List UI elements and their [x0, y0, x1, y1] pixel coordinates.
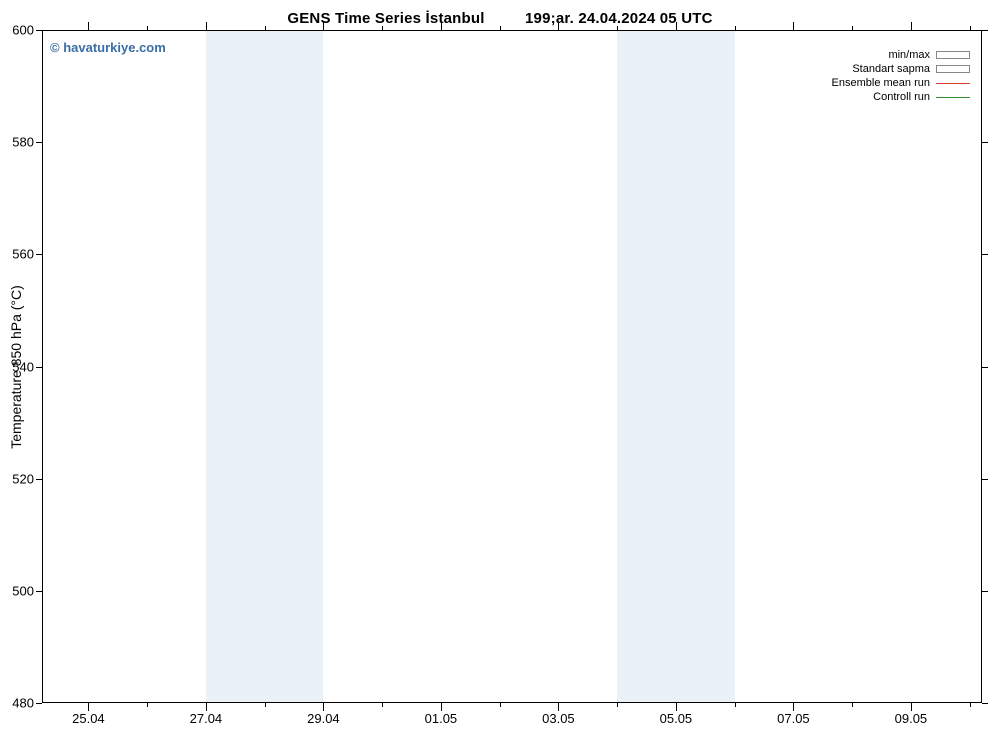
y-tick	[982, 591, 988, 592]
x-tick	[676, 22, 677, 30]
x-tick-label: 03.05	[542, 711, 575, 726]
chart-title: GENS Time Series İstanbul 199;ar. 24.04.…	[0, 10, 1000, 27]
y-tick	[982, 367, 988, 368]
x-tick	[558, 22, 559, 30]
x-tick-label: 05.05	[660, 711, 693, 726]
y-tick	[982, 254, 988, 255]
y-tick	[982, 703, 988, 704]
y-tick-label: 540	[12, 359, 34, 374]
x-tick	[441, 703, 442, 711]
legend-swatch	[936, 78, 970, 88]
x-tick	[206, 703, 207, 711]
x-tick	[206, 22, 207, 30]
y-tick	[982, 479, 988, 480]
y-tick	[982, 30, 988, 31]
legend-swatch	[936, 50, 970, 60]
y-tick	[36, 703, 42, 704]
x-tick-label: 27.04	[190, 711, 223, 726]
x-minor-tick	[852, 703, 853, 707]
y-tick	[36, 591, 42, 592]
legend: min/maxStandart sapmaEnsemble mean runCo…	[832, 48, 970, 104]
y-tick	[982, 142, 988, 143]
y-tick-label: 560	[12, 247, 34, 262]
watermark: © havaturkiye.com	[50, 40, 166, 55]
x-tick	[441, 22, 442, 30]
legend-label: min/max	[888, 48, 930, 62]
legend-label: Controll run	[873, 90, 930, 104]
x-minor-tick	[382, 703, 383, 707]
x-minor-tick	[500, 703, 501, 707]
y-tick	[36, 142, 42, 143]
y-tick-label: 520	[12, 471, 34, 486]
x-tick-label: 01.05	[425, 711, 458, 726]
x-tick-label: 07.05	[777, 711, 810, 726]
x-minor-tick	[617, 703, 618, 707]
title-left: GENS Time Series İstanbul	[287, 10, 484, 27]
x-tick	[558, 703, 559, 711]
plot-area: 48050052054056058060025.0427.0429.0401.0…	[42, 30, 982, 703]
y-tick-label: 500	[12, 583, 34, 598]
x-tick	[88, 22, 89, 30]
x-minor-tick	[265, 703, 266, 707]
x-minor-tick	[147, 703, 148, 707]
x-minor-tick	[382, 26, 383, 30]
x-minor-tick	[617, 26, 618, 30]
legend-swatch	[936, 92, 970, 102]
x-tick	[793, 22, 794, 30]
y-tick	[36, 367, 42, 368]
x-tick	[911, 703, 912, 711]
x-minor-tick	[735, 703, 736, 707]
legend-label: Standart sapma	[852, 62, 930, 76]
legend-item: Standart sapma	[832, 62, 970, 76]
x-tick	[911, 22, 912, 30]
x-minor-tick	[735, 26, 736, 30]
x-tick	[88, 703, 89, 711]
plot-border	[42, 30, 982, 703]
legend-item: Controll run	[832, 90, 970, 104]
x-tick	[793, 703, 794, 711]
y-tick	[36, 30, 42, 31]
chart-container: GENS Time Series İstanbul 199;ar. 24.04.…	[0, 0, 1000, 733]
legend-swatch	[936, 64, 970, 74]
x-tick-label: 09.05	[895, 711, 928, 726]
y-tick-label: 580	[12, 135, 34, 150]
x-minor-tick	[265, 26, 266, 30]
x-minor-tick	[970, 26, 971, 30]
x-minor-tick	[500, 26, 501, 30]
y-tick-label: 480	[12, 696, 34, 711]
y-tick	[36, 479, 42, 480]
x-minor-tick	[147, 26, 148, 30]
x-tick-label: 29.04	[307, 711, 340, 726]
y-tick-label: 600	[12, 23, 34, 38]
x-tick	[323, 703, 324, 711]
x-tick	[676, 703, 677, 711]
x-tick-label: 25.04	[72, 711, 105, 726]
legend-item: Ensemble mean run	[832, 76, 970, 90]
x-minor-tick	[852, 26, 853, 30]
legend-label: Ensemble mean run	[832, 76, 930, 90]
x-tick	[323, 22, 324, 30]
title-right: 199;ar. 24.04.2024 05 UTC	[525, 10, 713, 27]
y-tick	[36, 254, 42, 255]
legend-item: min/max	[832, 48, 970, 62]
x-minor-tick	[970, 703, 971, 707]
